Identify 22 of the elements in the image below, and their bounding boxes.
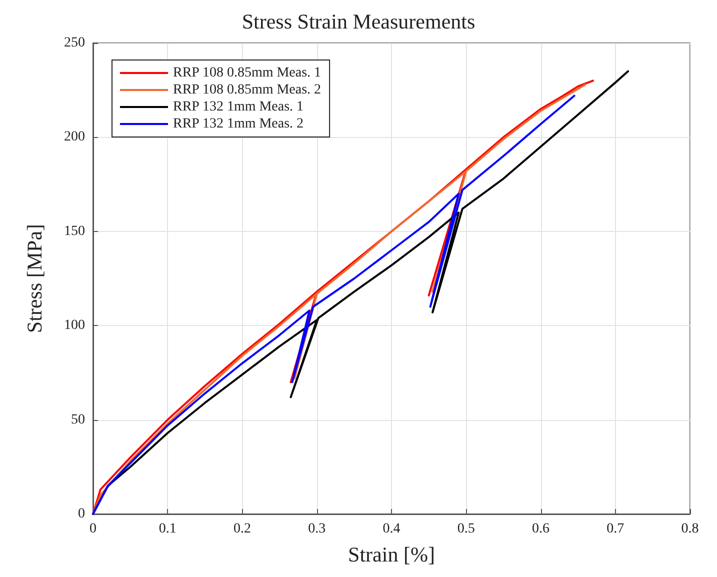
y-axis-title: Stress [MPa] [22,224,46,334]
x-tick-label: 0.7 [606,522,624,536]
x-tick-label: 0.4 [382,522,400,536]
y-tick-label: 200 [64,130,85,145]
x-tick-label: 0.5 [457,522,475,536]
legend-label: RRP 132 1mm Meas. 2 [173,116,304,132]
y-tick-label: 150 [64,224,85,239]
y-tick-label: 0 [78,506,85,522]
x-tick-label: 0.2 [234,522,251,536]
legend-label: RRP 108 0.85mm Meas. 1 [173,66,322,80]
y-tick-label: 250 [64,36,85,50]
x-tick-label: 0.3 [308,522,326,536]
legend-label: RRP 132 1mm Meas. 1 [173,100,304,114]
legend-label: RRP 108 0.85mm Meas. 2 [173,82,322,98]
x-tick-label: 0.6 [532,522,550,536]
x-axis-title: Strain [%] [348,542,435,566]
y-tick-label: 50 [71,412,85,428]
y-tick-label: 100 [64,318,85,334]
x-tick-label: 0 [90,522,96,536]
chart-title: Stress Strain Measurements [242,10,476,34]
x-tick-label: 0.8 [681,522,699,536]
x-tick-label: 0.1 [158,522,176,536]
